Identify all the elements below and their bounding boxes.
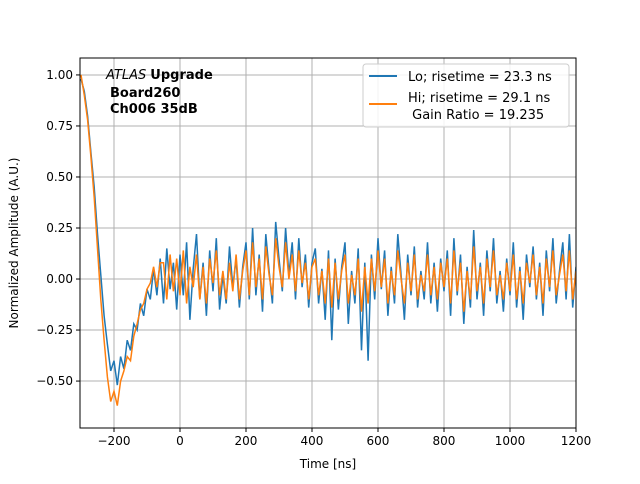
x-tick-label: 1000 <box>495 434 526 448</box>
x-tick-label: 800 <box>433 434 456 448</box>
y-tick-label: −0.50 <box>36 374 73 388</box>
atlas-annotation: ATLAS Upgrade Board260 Ch006 35dB <box>105 68 213 117</box>
atlas-label: ATLAS <box>105 68 146 83</box>
y-tick-label: 0.00 <box>46 272 73 286</box>
y-tick-label: 1.00 <box>46 68 73 82</box>
series-lines <box>80 74 576 406</box>
x-axis-label: Time [ns] <box>299 457 356 471</box>
x-tick-label: 400 <box>301 434 324 448</box>
legend-box <box>362 63 570 128</box>
legend-label-gain-ratio: Gain Ratio = 19.235 <box>408 108 544 123</box>
board-label: Board260 <box>110 86 180 101</box>
y-tick-label: 0.75 <box>46 119 73 133</box>
y-tick-label: 0.25 <box>46 221 73 235</box>
upgrade-label: Upgrade <box>150 68 213 83</box>
legend: Lo; risetime = 23.3 ns Hi; risetime = 29… <box>362 63 570 128</box>
ticks: −200 0 200 400 600 800 1000 1200 −0.50 −0.25 0.00 0… <box>36 68 591 448</box>
x-tick-label: 1200 <box>561 434 592 448</box>
x-tick-label: 200 <box>235 434 258 448</box>
legend-label-hi: Hi; risetime = 29.1 ns <box>408 91 550 106</box>
y-axis-label: Normalized Amplitude (A.U.) <box>7 158 21 329</box>
series-line-lo <box>80 78 576 386</box>
y-tick-label: 0.50 <box>46 170 73 184</box>
x-tick-label: 0 <box>176 434 184 448</box>
x-tick-label: 600 <box>367 434 390 448</box>
series-line-hi <box>80 74 576 406</box>
channel-label: Ch006 35dB <box>110 102 198 117</box>
y-tick-label: −0.25 <box>36 323 73 337</box>
plot-frame <box>79 57 577 429</box>
legend-label-lo: Lo; risetime = 23.3 ns <box>408 70 552 85</box>
x-tick-label: −200 <box>98 434 131 448</box>
